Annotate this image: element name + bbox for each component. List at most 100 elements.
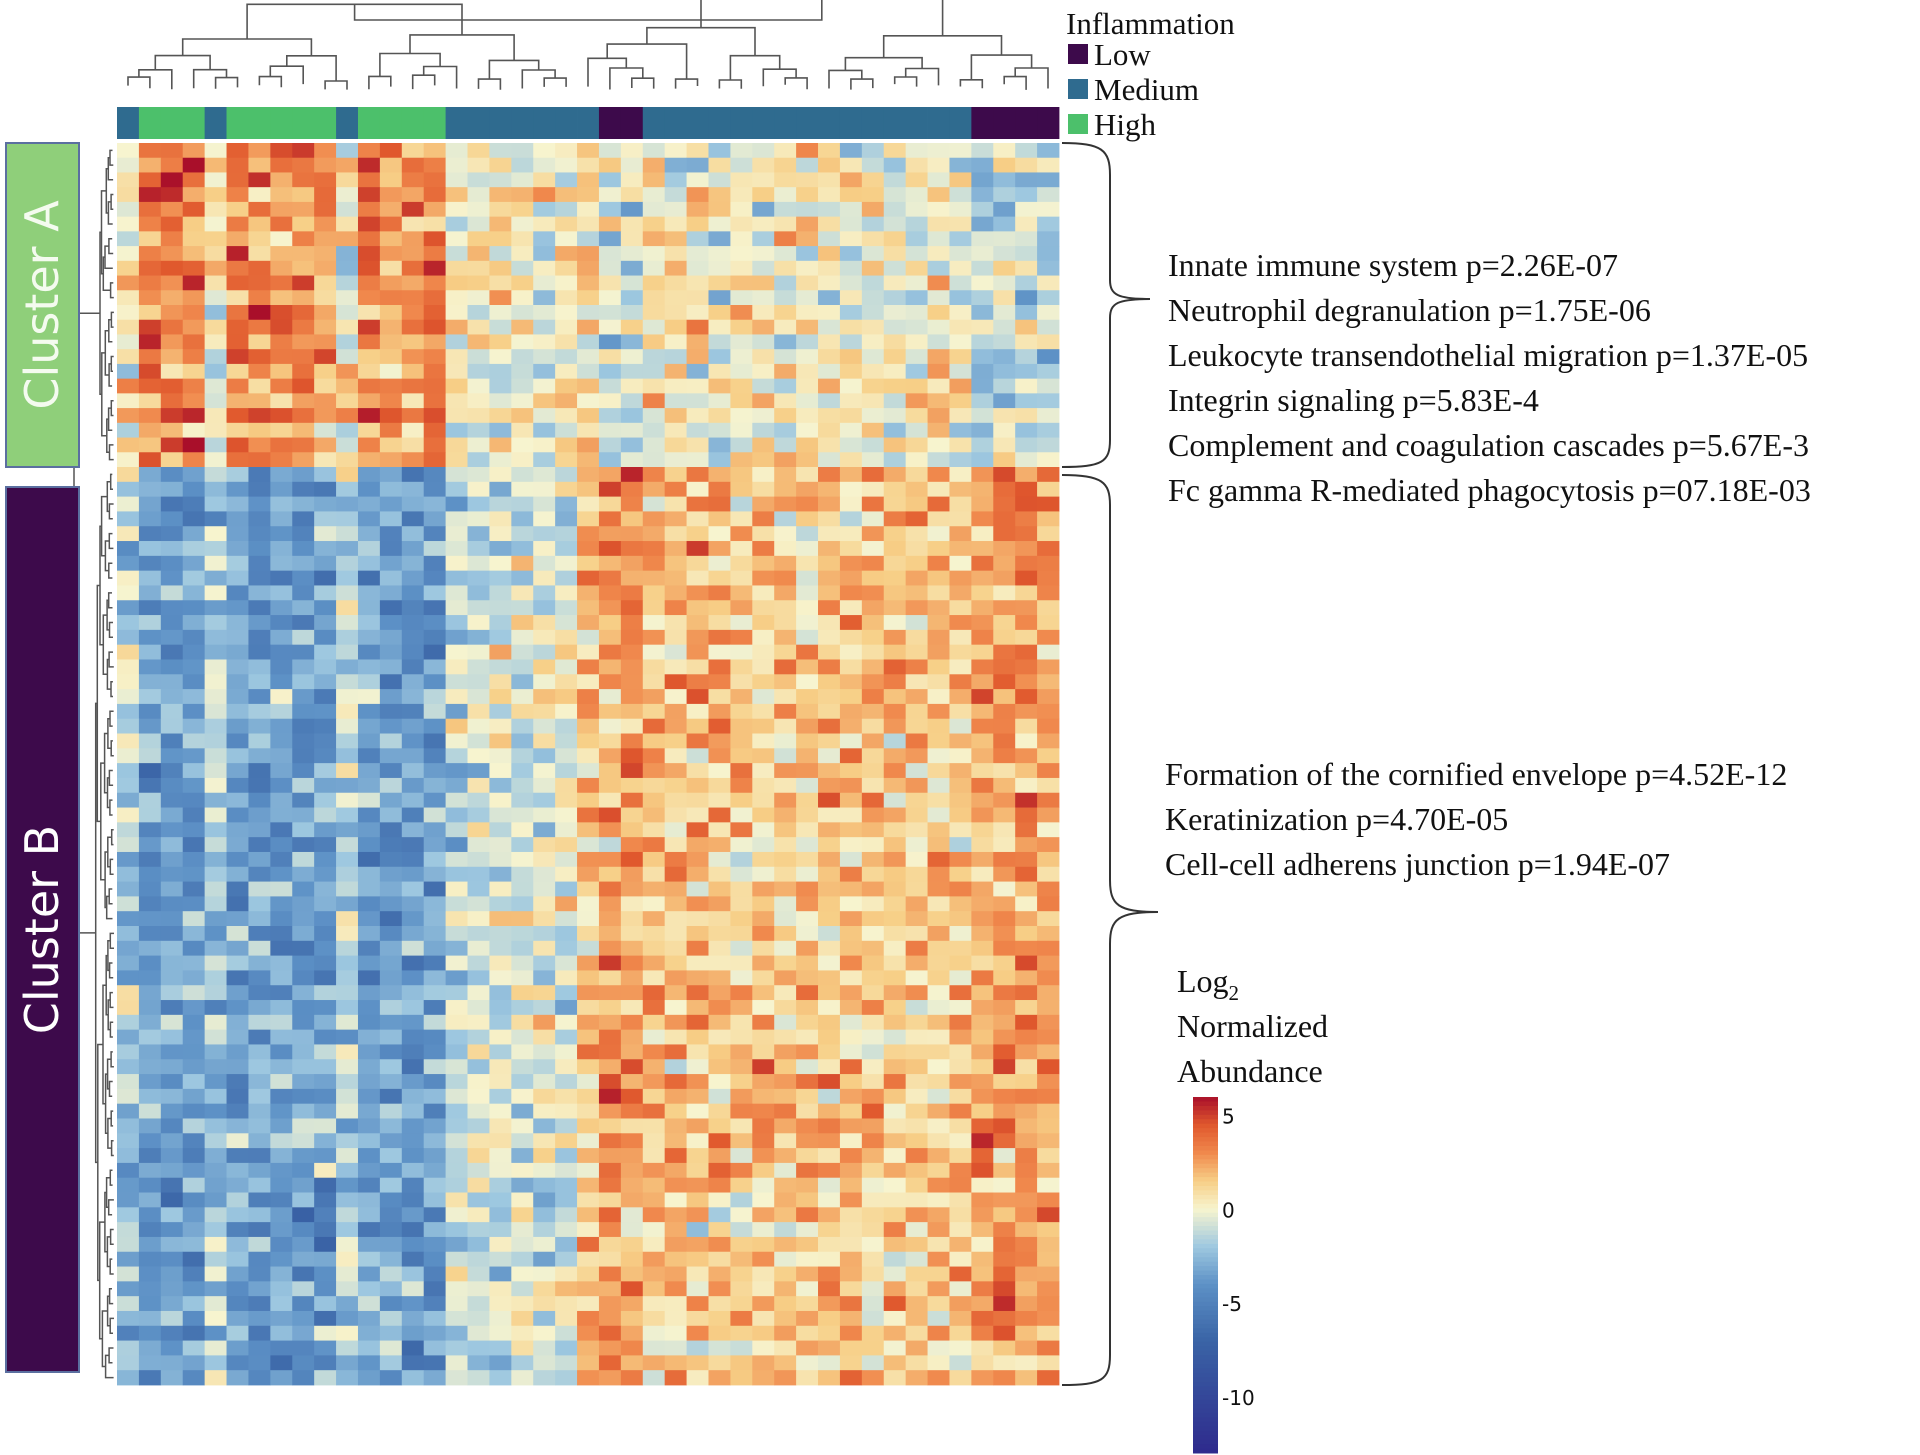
- heatmap-cell: [138, 541, 162, 557]
- heatmap-cell: [664, 1340, 687, 1356]
- heatmap-cell: [270, 334, 293, 350]
- heatmap-cell: [971, 319, 994, 335]
- heatmap-cell: [664, 143, 687, 159]
- heatmap-cell: [138, 452, 162, 468]
- heatmap-cell: [357, 926, 381, 942]
- heatmap-cell: [993, 1133, 1016, 1149]
- heatmap-cell: [204, 1177, 227, 1193]
- heatmap-cell: [511, 822, 534, 838]
- heatmap-cell: [1037, 511, 1060, 527]
- heatmap-cell: [883, 703, 907, 720]
- heatmap-cell: [401, 763, 425, 779]
- heatmap-cell: [577, 1088, 600, 1105]
- heatmap-cell: [818, 777, 841, 794]
- heatmap-cell: [138, 1059, 162, 1075]
- heatmap-cell: [511, 481, 534, 498]
- heatmap-cell: [642, 911, 666, 927]
- heatmap-cell: [204, 555, 227, 572]
- heatmap-cell: [708, 1044, 731, 1060]
- heatmap-cell: [182, 881, 206, 897]
- heatmap-cell: [160, 985, 184, 1001]
- heatmap-cell: [927, 216, 950, 232]
- heatmap-cell: [927, 1148, 950, 1164]
- heatmap-cell: [577, 615, 600, 631]
- heatmap-cell: [182, 1177, 206, 1193]
- heatmap-cell: [445, 674, 468, 690]
- heatmap-cell: [336, 585, 359, 601]
- colorbar-segment: [1193, 1288, 1218, 1294]
- heatmap-cell: [160, 689, 184, 705]
- heatmap-cell: [839, 1133, 863, 1149]
- heatmap-cell: [138, 881, 162, 897]
- heatmap-cell: [752, 570, 775, 586]
- heatmap-cell: [423, 1162, 447, 1179]
- heatmap-cell: [445, 481, 468, 498]
- colorbar-tick-label: 0: [1222, 1198, 1235, 1222]
- heatmap-cell: [1015, 1148, 1038, 1164]
- heatmap-cell: [686, 955, 709, 971]
- heatmap-cell: [138, 305, 162, 321]
- heatmap-cell: [752, 1177, 775, 1193]
- heatmap-cell: [642, 1103, 666, 1119]
- dendrogram-branch: [214, 76, 239, 89]
- heatmap-cell: [927, 1266, 950, 1282]
- heatmap-cell: [292, 393, 315, 409]
- heatmap-cell: [533, 1088, 556, 1105]
- heatmap-cell: [796, 496, 819, 512]
- heatmap-cell: [182, 777, 206, 794]
- heatmap-cell: [533, 703, 556, 720]
- heatmap-cell: [401, 246, 425, 262]
- heatmap-cell: [489, 408, 512, 424]
- heatmap-cell: [226, 585, 249, 601]
- heatmap-cell: [905, 1029, 928, 1045]
- heatmap-cell: [182, 911, 206, 927]
- heatmap-cell: [949, 1296, 972, 1312]
- heatmap-cell: [818, 1207, 841, 1223]
- heatmap-cell: [993, 807, 1016, 823]
- heatmap-cell: [839, 1266, 863, 1282]
- heatmap-cell: [160, 970, 184, 986]
- heatmap-cell: [905, 629, 928, 646]
- heatmap-cell: [818, 1310, 841, 1327]
- heatmap-cell: [839, 349, 863, 365]
- heatmap-cell: [861, 496, 885, 512]
- heatmap-cell: [664, 955, 687, 971]
- heatmap-cell: [292, 615, 315, 631]
- heatmap-cell: [511, 143, 534, 159]
- heatmap-cell: [182, 1236, 206, 1253]
- heatmap-cell: [686, 290, 709, 306]
- heatmap-cell: [927, 555, 950, 572]
- heatmap-cell: [620, 851, 644, 868]
- heatmap-cell: [861, 1236, 885, 1253]
- heatmap-cell: [949, 467, 972, 483]
- heatmap-cell: [401, 926, 425, 942]
- heatmap-cell: [117, 172, 140, 188]
- heatmap-cell: [117, 644, 140, 660]
- heatmap-cell: [664, 881, 687, 897]
- heatmap-cell: [489, 1192, 512, 1208]
- heatmap-cell: [379, 1370, 403, 1386]
- heatmap-cell: [357, 260, 381, 276]
- heatmap-cell: [598, 1014, 622, 1031]
- heatmap-cell: [598, 896, 622, 912]
- heatmap-cell: [248, 1340, 271, 1356]
- heatmap-cell: [270, 290, 293, 306]
- heatmap-cell: [971, 1162, 994, 1179]
- heatmap-cell: [905, 187, 928, 203]
- heatmap-cell: [138, 792, 162, 808]
- heatmap-cell: [138, 172, 162, 188]
- heatmap-cell: [774, 1281, 797, 1297]
- colorbar-segment: [1193, 1275, 1218, 1280]
- heatmap-cell: [927, 1296, 950, 1312]
- heatmap-cell: [117, 970, 140, 986]
- heatmap-cell: [270, 496, 293, 512]
- heatmap-cell: [292, 1207, 315, 1223]
- heatmap-cell: [839, 1088, 863, 1105]
- heatmap-cell: [664, 600, 687, 616]
- heatmap-cell: [708, 1370, 731, 1386]
- heatmap-cell: [423, 511, 447, 527]
- heatmap-cell: [927, 1222, 950, 1238]
- heatmap-cell: [248, 718, 271, 734]
- heatmap-cell: [642, 615, 666, 631]
- heatmap-cell: [796, 926, 819, 942]
